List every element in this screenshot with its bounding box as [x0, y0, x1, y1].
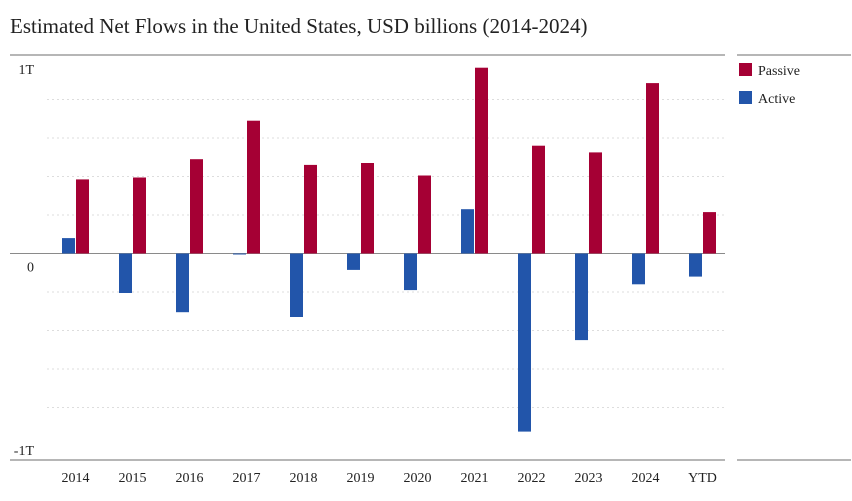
x-tick-label: 2018 — [290, 471, 318, 486]
x-tick-label: 2021 — [461, 471, 489, 486]
x-tick-label: 2014 — [62, 471, 90, 486]
bar-passive-2019 — [361, 163, 374, 254]
x-tick-label: 2024 — [632, 471, 660, 486]
x-tick-label: 2017 — [233, 471, 261, 486]
bar-active-2017 — [233, 253, 246, 255]
bar-passive-2016 — [190, 159, 203, 254]
x-tick-label: 2023 — [575, 471, 603, 486]
bar-active-2018 — [290, 253, 303, 317]
bar-passive-ytd — [703, 212, 716, 254]
bar-active-2023 — [575, 253, 588, 341]
bar-active-2016 — [176, 253, 189, 313]
legend: Passive Active — [737, 54, 851, 461]
legend-label-active: Active — [758, 92, 795, 107]
gridlines — [47, 99, 725, 408]
x-axis: 2014 2015 2016 2017 2018 2019 2020 2021 2022 2023… — [62, 471, 717, 486]
legend-swatch-active — [739, 91, 752, 104]
bar-active-ytd — [689, 253, 702, 277]
y-axis: 1T 0 -1T — [14, 63, 35, 459]
x-tick-label: 2016 — [176, 471, 204, 486]
bar-active-2019 — [347, 253, 360, 270]
bar-passive-2017 — [247, 120, 260, 254]
x-tick-label: 2015 — [119, 471, 147, 486]
bar-active-2024 — [632, 253, 645, 285]
bar-passive-2021 — [475, 67, 488, 254]
y-tick-label: 0 — [27, 261, 34, 276]
bar-passive-2020 — [418, 175, 431, 254]
bar-passive-2024 — [646, 83, 659, 254]
y-tick-label: -1T — [14, 444, 35, 459]
bar-passive-2015 — [133, 177, 146, 254]
bar-passive-2023 — [589, 152, 602, 254]
bars — [62, 67, 716, 432]
legend-label-passive: Passive — [758, 64, 800, 79]
x-tick-label: YTD — [688, 471, 717, 486]
x-tick-label: 2022 — [518, 471, 546, 486]
bar-active-2020 — [404, 253, 417, 291]
bar-passive-2014 — [76, 179, 89, 254]
bar-active-2021 — [461, 209, 474, 254]
bar-active-2014 — [62, 238, 75, 254]
x-tick-label: 2020 — [404, 471, 432, 486]
bar-active-2022 — [518, 253, 531, 432]
legend-swatch-passive — [739, 63, 752, 76]
y-tick-label: 1T — [18, 63, 34, 78]
bar-passive-2018 — [304, 164, 317, 254]
chart-title: Estimated Net Flows in the United States… — [10, 14, 588, 38]
bar-active-2015 — [119, 253, 132, 293]
x-tick-label: 2019 — [347, 471, 375, 486]
bar-passive-2022 — [532, 145, 545, 254]
